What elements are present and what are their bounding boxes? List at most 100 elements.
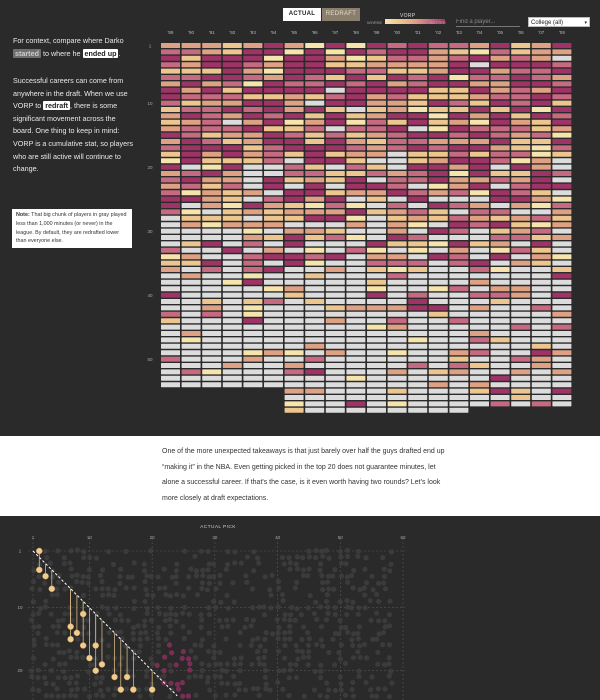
draft-cell[interactable] (408, 228, 428, 234)
draft-cell[interactable] (367, 241, 386, 247)
draft-cell[interactable] (181, 203, 201, 208)
player-dot[interactable] (250, 637, 256, 643)
draft-cell[interactable] (161, 267, 180, 272)
player-dot[interactable] (68, 687, 75, 693)
player-dot[interactable] (256, 560, 262, 566)
player-dot[interactable] (113, 605, 119, 611)
draft-cell[interactable] (161, 132, 180, 138)
draft-cell[interactable] (367, 331, 386, 336)
draft-cell[interactable] (428, 49, 448, 55)
player-dot[interactable] (268, 592, 274, 598)
draft-cell[interactable] (346, 209, 366, 215)
player-dot[interactable] (294, 606, 300, 612)
draft-cell[interactable] (408, 215, 428, 221)
player-dot[interactable] (168, 680, 174, 686)
draft-cell[interactable] (243, 209, 263, 215)
draft-cell[interactable] (284, 209, 304, 215)
player-dot[interactable] (306, 636, 312, 642)
draft-cell[interactable] (202, 337, 222, 343)
draft-cell[interactable] (428, 343, 448, 349)
draft-cell[interactable] (428, 247, 448, 253)
draft-cell[interactable] (284, 279, 304, 285)
draft-cell[interactable] (305, 388, 325, 394)
draft-cell[interactable] (222, 196, 242, 202)
draft-cell[interactable] (367, 139, 386, 144)
player-dot[interactable] (85, 580, 91, 586)
draft-cell[interactable] (284, 382, 304, 388)
draft-cell[interactable] (470, 273, 489, 279)
draft-cell[interactable] (367, 228, 386, 234)
draft-cell[interactable] (387, 196, 407, 202)
draft-cell[interactable] (222, 119, 242, 125)
draft-cell[interactable] (222, 356, 242, 362)
draft-cell[interactable] (325, 337, 345, 343)
player-dot[interactable] (343, 624, 349, 631)
player-dot[interactable] (314, 616, 320, 622)
player-dot[interactable] (344, 597, 350, 604)
player-dot[interactable] (136, 687, 142, 693)
draft-cell[interactable] (470, 235, 489, 240)
draft-cell[interactable] (470, 247, 489, 253)
draft-cell[interactable] (161, 311, 180, 317)
draft-cell[interactable] (449, 375, 469, 381)
player-dot[interactable] (185, 656, 192, 662)
draft-cell[interactable] (181, 286, 201, 292)
draft-cell[interactable] (387, 279, 407, 285)
draft-cell[interactable] (367, 87, 386, 93)
draft-cell[interactable] (511, 292, 531, 298)
highlighted-player-dot[interactable] (92, 667, 99, 674)
redraft-toggle-button[interactable]: REDRAFT (322, 8, 360, 21)
draft-cell[interactable] (408, 241, 428, 247)
draft-cell[interactable] (243, 68, 263, 74)
player-dot[interactable] (269, 631, 276, 637)
player-dot[interactable] (125, 574, 131, 580)
player-dot[interactable] (336, 649, 342, 656)
draft-cell[interactable] (387, 164, 407, 170)
player-dot[interactable] (217, 674, 224, 680)
player-dot[interactable] (137, 630, 144, 636)
player-dot[interactable] (42, 674, 48, 681)
draft-cell[interactable] (325, 81, 345, 87)
draft-cell[interactable] (264, 382, 283, 388)
draft-cell[interactable] (181, 311, 201, 317)
player-dot[interactable] (300, 572, 307, 579)
player-dot[interactable] (298, 612, 304, 618)
draft-cell[interactable] (511, 132, 531, 138)
draft-cell[interactable] (181, 215, 201, 221)
draft-cell[interactable] (346, 196, 366, 202)
draft-cell[interactable] (408, 62, 428, 68)
draft-cell[interactable] (511, 87, 531, 93)
draft-cell[interactable] (408, 324, 428, 330)
draft-cell[interactable] (428, 177, 448, 183)
draft-cell[interactable] (222, 267, 242, 272)
draft-cell[interactable] (470, 55, 489, 61)
player-dot[interactable] (374, 591, 380, 597)
draft-cell[interactable] (305, 151, 325, 157)
draft-cell[interactable] (367, 113, 386, 119)
draft-cell[interactable] (552, 62, 572, 68)
player-dot[interactable] (376, 598, 382, 605)
player-dot[interactable] (300, 624, 307, 630)
draft-cell[interactable] (428, 324, 448, 330)
draft-cell[interactable] (408, 68, 428, 74)
draft-cell[interactable] (470, 62, 489, 68)
draft-cell[interactable] (325, 119, 345, 125)
draft-cell[interactable] (531, 292, 551, 298)
draft-cell[interactable] (490, 267, 510, 272)
player-dot[interactable] (55, 642, 61, 648)
draft-cell[interactable] (264, 222, 283, 228)
player-dot[interactable] (35, 630, 41, 636)
player-dot[interactable] (199, 637, 206, 643)
draft-cell[interactable] (408, 177, 428, 183)
draft-cell[interactable] (428, 158, 448, 164)
draft-cell[interactable] (346, 158, 366, 164)
draft-cell[interactable] (531, 241, 551, 247)
player-dot[interactable] (255, 655, 262, 662)
draft-cell[interactable] (449, 215, 469, 221)
draft-cell[interactable] (408, 94, 428, 100)
draft-cell[interactable] (552, 222, 572, 228)
draft-cell[interactable] (161, 299, 180, 304)
draft-cell[interactable] (552, 273, 572, 279)
highlighted-player-dot[interactable] (130, 686, 137, 693)
player-dot[interactable] (68, 675, 74, 681)
